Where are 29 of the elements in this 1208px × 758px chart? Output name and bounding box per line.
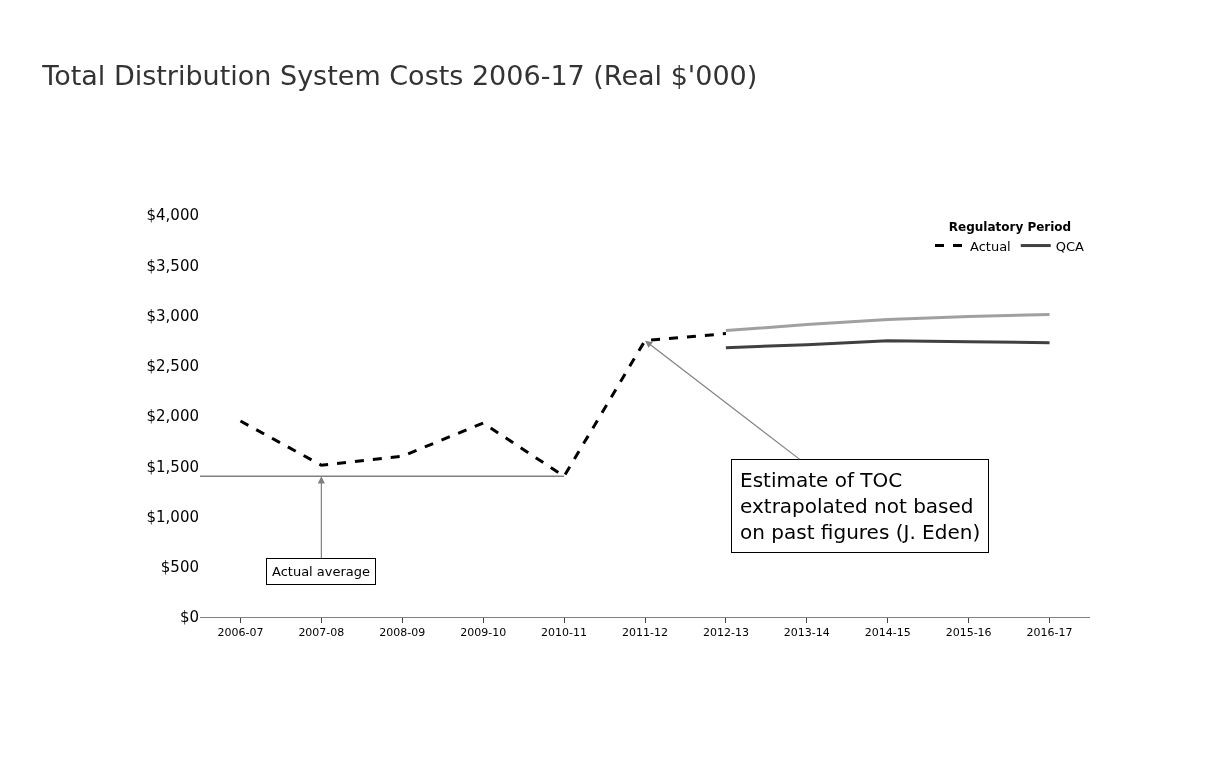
x-tick-label: 2006-07 (217, 626, 264, 640)
line-series (238, 332, 728, 478)
line-series (724, 339, 1052, 350)
y-tick-label: $500 (160, 558, 199, 576)
x-tick-label: 2008-09 (379, 626, 426, 640)
legend-title: Regulatory Period (948, 219, 1072, 234)
x-tick-label: 2007-08 (298, 626, 345, 640)
x-tick-label: 2012-13 (702, 626, 749, 640)
line-series (724, 313, 1052, 333)
legend-label: Actual (970, 238, 1011, 254)
y-tick-label: $3,000 (146, 306, 199, 325)
y-tick-label: $2,500 (146, 357, 199, 375)
x-tick-label: 2016-17 (1026, 626, 1073, 640)
x-tick-label: 2009-10 (460, 626, 507, 640)
x-tick-label: 2015-16 (945, 626, 992, 640)
y-tick-label: $4,000 (146, 206, 199, 225)
x-tick-label: 2013-14 (783, 626, 830, 640)
y-tick-label: $1,500 (146, 457, 199, 476)
y-tick-label: $1,000 (146, 507, 199, 526)
y-tick-label: $3,500 (146, 256, 199, 275)
y-tick-label: $0 (179, 608, 199, 627)
y-tick-label: $2,000 (146, 407, 199, 426)
x-tick-label: 2011-12 (622, 626, 668, 640)
x-tick-label: 2014-15 (864, 626, 911, 640)
annotation: Actual average (272, 564, 371, 579)
chart-title: Total Distribution System Costs 2006-17 (Real $'000) (41, 60, 758, 92)
x-tick-label: 2010-11 (541, 626, 588, 640)
annotation: Estimate of TOC extrapolated not based on past figures (J. Eden) (740, 468, 981, 544)
legend-label: QCA (1055, 238, 1085, 254)
